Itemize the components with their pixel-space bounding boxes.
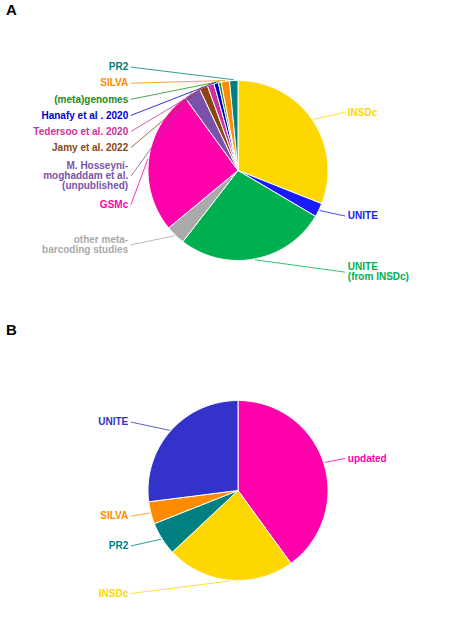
- svg-text:GSMc: GSMc: [100, 199, 129, 210]
- svg-text:Tedersoo et al. 2020: Tedersoo et al. 2020: [33, 126, 128, 137]
- html-text:B: B: [6, 321, 17, 338]
- svg-text:PR2: PR2: [109, 61, 129, 72]
- svg-text:INSDc: INSDc: [99, 588, 129, 599]
- svg-text:(meta)genomes: (meta)genomes: [54, 94, 128, 105]
- svg-text:PR2: PR2: [109, 540, 129, 551]
- svg-text:INSDc: INSDc: [348, 107, 378, 118]
- svg-text:UNITE: UNITE: [348, 210, 378, 221]
- svg-text:Hanafy et al . 2020: Hanafy et al . 2020: [41, 110, 128, 121]
- svg-text:UNITE(from INSDc): UNITE(from INSDc): [348, 261, 409, 282]
- svg-text:other meta-barcoding studies: other meta-barcoding studies: [42, 234, 129, 255]
- svg-text:SILVA: SILVA: [100, 510, 128, 521]
- svg-text:UNITE: UNITE: [98, 416, 128, 427]
- html-text:A: A: [6, 1, 17, 18]
- svg-text:SILVA: SILVA: [100, 77, 128, 88]
- svg-text:updated: updated: [348, 453, 387, 464]
- svg-text:M. Hosseyni-moghaddam et al.(u: M. Hosseyni-moghaddam et al.(unpublished…: [43, 160, 128, 191]
- svg-text:Jamy et al. 2022: Jamy et al. 2022: [52, 142, 129, 153]
